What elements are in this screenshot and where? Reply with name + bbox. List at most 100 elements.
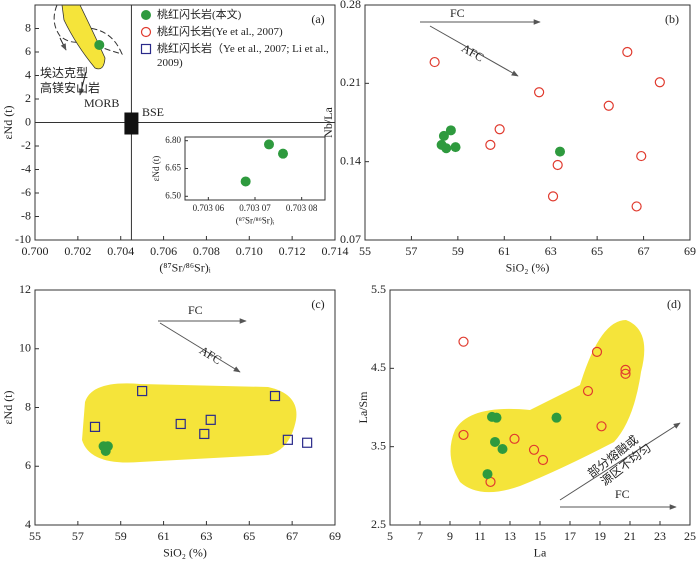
x-tick-label: 61: [158, 529, 170, 543]
y-axis-label: εNd (t): [1, 390, 15, 424]
y-tick-label: 4.5: [371, 360, 386, 374]
yellow-field: [82, 383, 297, 463]
point: [429, 56, 440, 68]
annotation: FC: [615, 487, 630, 501]
x-tick-label: 23: [654, 529, 666, 543]
y-tick-label: 0: [25, 114, 31, 128]
x-tick-label: 59: [115, 529, 127, 543]
y-tick-label: -4: [21, 161, 31, 175]
y-tick-label: -2: [21, 138, 31, 152]
annotation: MORB: [84, 96, 119, 110]
y-tick-label: 8: [25, 20, 31, 34]
x-tick-label: 7: [417, 529, 423, 543]
point: [89, 421, 101, 432]
x-tick-label: 5: [387, 529, 393, 543]
y-tick-label: 0.28: [340, 0, 361, 11]
panel-label: (c): [311, 297, 324, 311]
point: [654, 77, 665, 88]
y-tick-label: -6: [21, 185, 31, 199]
point: [450, 142, 461, 153]
y-tick-label: 6: [25, 44, 31, 58]
x-tick-label: 0.702: [64, 244, 91, 258]
y-tick-label: -10: [15, 232, 31, 246]
legend-item: 桃红闪长岩(本文): [140, 8, 332, 22]
x-tick-label: 13: [504, 529, 516, 543]
point: [482, 469, 493, 480]
legend-item: 桃红闪长岩(Ye et al., 2007): [140, 25, 332, 39]
legend-label: 桃红闪长岩(Ye et al., 2007): [157, 26, 283, 38]
y-axis-label: εNd (t): [151, 156, 161, 182]
point: [551, 412, 562, 423]
point: [537, 454, 549, 466]
y-tick-label: 6.65: [165, 163, 181, 173]
arrow: [559, 422, 681, 501]
annotation: AFC: [459, 41, 486, 65]
point: [494, 124, 505, 135]
y-tick-label: 4: [25, 67, 31, 81]
point: [528, 444, 540, 455]
x-tick-label: 57: [405, 244, 417, 258]
x-tick-label: 63: [545, 244, 557, 258]
x-tick-label: 65: [591, 244, 603, 258]
legend-marker: [140, 43, 152, 55]
x-tick-label: 69: [329, 529, 341, 543]
y-tick-label: 0.07: [340, 232, 361, 246]
x-tick-label: 63: [200, 529, 212, 543]
x-tick-label: 11: [474, 529, 486, 543]
y-tick-label: 3.5: [371, 438, 386, 452]
point: [205, 414, 216, 425]
x-tick-label: 19: [594, 529, 606, 543]
point: [94, 39, 105, 50]
x-tick-label: 0.708: [193, 244, 220, 258]
x-tick-label: 0.712: [279, 244, 306, 258]
panel-label: (d): [667, 297, 681, 311]
point: [509, 433, 520, 444]
point: [552, 159, 563, 171]
x-tick-label: 17: [564, 529, 576, 543]
point: [282, 434, 293, 445]
point: [278, 148, 288, 159]
point: [591, 346, 603, 357]
x-tick-label: 0.700: [22, 244, 49, 258]
point: [547, 191, 559, 202]
annotation: FC: [188, 303, 203, 317]
point: [534, 87, 545, 98]
x-tick-label: 0.703 07: [239, 203, 271, 213]
point: [141, 10, 151, 20]
x-tick-label: 55: [29, 529, 41, 543]
y-tick-label: 4: [25, 517, 31, 531]
legend-item: 桃红闪长岩（Ye et al., 2007; Li et al., 2009): [140, 42, 332, 70]
point: [100, 445, 111, 456]
panel-label: (b): [665, 12, 679, 26]
annotation: 高镁安山岩: [40, 80, 100, 95]
yellow-field: [61, 4, 106, 70]
point: [438, 130, 449, 141]
point: [490, 436, 500, 447]
x-tick-label: 61: [498, 244, 510, 258]
x-tick-label: 0.714: [322, 244, 349, 258]
x-tick-label: 21: [624, 529, 636, 543]
y-tick-label: 0.14: [340, 153, 361, 167]
point: [240, 176, 251, 187]
x-tick-label: 65: [243, 529, 255, 543]
x-tick-label: 9: [447, 529, 453, 543]
arrow: [159, 322, 241, 373]
x-axis-label: La: [534, 546, 547, 560]
x-tick-label: 57: [72, 529, 84, 543]
point: [199, 428, 210, 440]
plot-frame: [364, 4, 691, 241]
x-tick-label: 55: [359, 244, 371, 258]
x-tick-label: 69: [684, 244, 696, 258]
x-tick-label: 59: [452, 244, 464, 258]
annotation: FC: [450, 6, 465, 20]
point: [555, 146, 565, 157]
point: [603, 100, 614, 111]
y-tick-label: 2: [25, 91, 31, 105]
point: [445, 125, 456, 136]
point: [264, 139, 274, 150]
x-axis-label: SiO₂ (%): [506, 261, 550, 275]
x-axis-label: (⁸⁷Sr/⁸⁶Sr)ᵢ: [236, 216, 275, 226]
point: [497, 444, 508, 455]
point: [458, 336, 469, 347]
